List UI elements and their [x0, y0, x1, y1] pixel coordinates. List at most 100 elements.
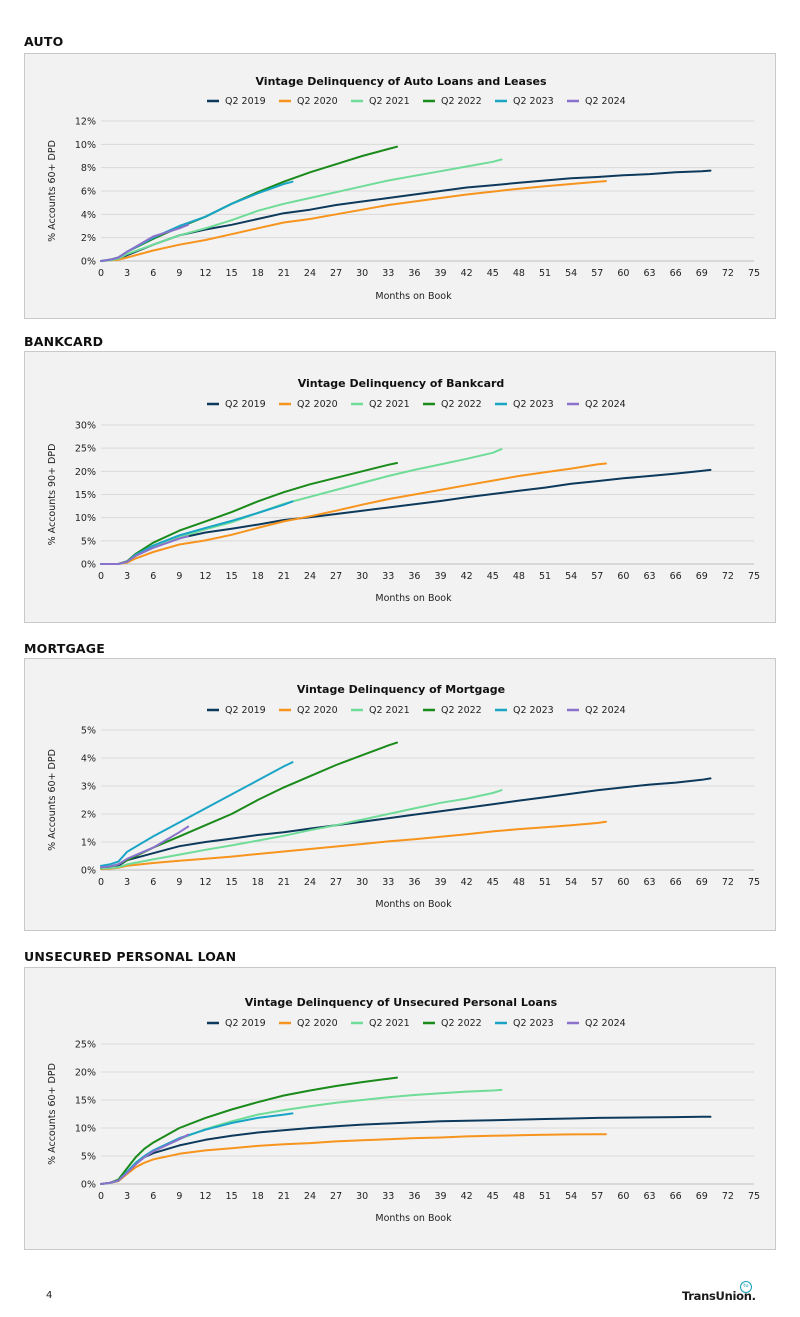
x-tick-label: 36: [408, 877, 420, 888]
x-axis-title: Months on Book: [375, 899, 452, 910]
x-tick-label: 12: [199, 877, 211, 888]
x-tick-label: 69: [696, 571, 708, 582]
legend-label: Q2 2024: [585, 705, 626, 716]
x-tick-label: 33: [382, 571, 394, 582]
x-tick-label: 12: [199, 571, 211, 582]
chart-panel-auto: Vintage Delinquency of Auto Loans and Le…: [24, 53, 776, 319]
x-tick-label: 39: [435, 1191, 447, 1202]
y-tick-label: 4%: [81, 210, 96, 221]
legend-item-q2-2021: Q2 2021: [351, 1018, 410, 1029]
y-tick-label: 20%: [75, 1068, 96, 1079]
x-tick-label: 3: [124, 268, 130, 279]
x-tick-label: 0: [98, 571, 104, 582]
y-tick-label: 5%: [81, 536, 96, 547]
x-tick-label: 51: [539, 877, 551, 888]
legend-label: Q2 2023: [513, 96, 554, 107]
legend-item-q2-2019: Q2 2019: [207, 96, 266, 107]
x-tick-label: 75: [748, 571, 760, 582]
legend-item-q2-2019: Q2 2019: [207, 705, 266, 716]
x-tick-label: 3: [124, 1191, 130, 1202]
legend-item-q2-2021: Q2 2021: [351, 705, 410, 716]
x-tick-label: 51: [539, 1191, 551, 1202]
chart-title: Vintage Delinquency of Unsecured Persona…: [245, 996, 558, 1009]
x-tick-label: 60: [617, 268, 629, 279]
chart-auto: Vintage Delinquency of Auto Loans and Le…: [47, 75, 760, 302]
legend-label: Q2 2021: [369, 705, 410, 716]
y-tick-label: 10%: [75, 140, 96, 151]
series-line-q2-2024: [100, 223, 190, 262]
x-tick-label: 9: [176, 1191, 182, 1202]
y-tick-label: 0%: [81, 257, 96, 268]
x-tick-label: 24: [304, 268, 316, 279]
x-tick-label: 39: [435, 268, 447, 279]
x-tick-label: 57: [591, 877, 603, 888]
x-tick-label: 54: [565, 1191, 577, 1202]
x-tick-label: 42: [461, 877, 473, 888]
x-tick-label: 36: [408, 571, 420, 582]
x-tick-label: 33: [382, 268, 394, 279]
x-tick-label: 21: [278, 571, 290, 582]
x-tick-label: 66: [670, 268, 682, 279]
x-tick-label: 3: [124, 877, 130, 888]
y-tick-label: 20%: [75, 467, 96, 478]
x-tick-label: 72: [722, 571, 734, 582]
x-tick-label: 69: [696, 877, 708, 888]
legend-item-q2-2022: Q2 2022: [423, 1018, 482, 1029]
legend-label: Q2 2020: [297, 1018, 338, 1029]
x-tick-label: 63: [643, 1191, 655, 1202]
series-line-q2-2022: [100, 145, 398, 262]
section-label-auto: AUTO: [24, 34, 64, 49]
chart-mortgage: Vintage Delinquency of Mortgage Q2 2019 Q2…: [47, 683, 760, 910]
x-tick-label: 15: [226, 877, 238, 888]
legend-label: Q2 2022: [441, 705, 482, 716]
legend-label: Q2 2024: [585, 1018, 626, 1029]
legend-item-q2-2024: Q2 2024: [567, 705, 626, 716]
page-number: 4: [46, 1290, 53, 1301]
x-tick-label: 45: [487, 268, 499, 279]
tu-badge-icon: tu: [740, 1281, 752, 1293]
chart-panel-unsecured-personal-loan: Vintage Delinquency of Unsecured Persona…: [24, 967, 776, 1250]
y-tick-label: 10%: [75, 513, 96, 524]
legend-label: Q2 2024: [585, 96, 626, 107]
legend-item-q2-2024: Q2 2024: [567, 399, 626, 410]
x-tick-label: 15: [226, 571, 238, 582]
y-tick-label: 15%: [75, 1096, 96, 1107]
series-line-q2-2024: [100, 1133, 190, 1185]
x-tick-label: 72: [722, 1191, 734, 1202]
series-line-q2-2020: [100, 1133, 607, 1185]
series-line-q2-2020: [100, 820, 607, 871]
legend-item-q2-2023: Q2 2023: [495, 1018, 554, 1029]
series-line-q2-2023: [100, 761, 294, 867]
x-tick-label: 54: [565, 877, 577, 888]
legend-item-q2-2020: Q2 2020: [279, 1018, 338, 1029]
x-tick-label: 57: [591, 268, 603, 279]
x-tick-label: 18: [252, 268, 264, 279]
x-tick-label: 6: [150, 877, 156, 888]
y-tick-label: 1%: [81, 838, 96, 849]
series-line-q2-2021: [100, 158, 503, 262]
x-tick-label: 21: [278, 268, 290, 279]
series-line-q2-2019: [100, 468, 712, 565]
chart-title: Vintage Delinquency of Auto Loans and Le…: [255, 75, 546, 88]
x-tick-label: 66: [670, 571, 682, 582]
x-tick-label: 51: [539, 571, 551, 582]
x-tick-label: 30: [356, 268, 368, 279]
chart-panel-bankcard: Vintage Delinquency of Bankcard Q2 2019 Q2…: [24, 351, 776, 623]
x-tick-label: 9: [176, 877, 182, 888]
y-axis-title: % Accounts 60+ DPD: [47, 749, 58, 851]
legend-item-q2-2022: Q2 2022: [423, 705, 482, 716]
x-tick-label: 0: [98, 268, 104, 279]
x-tick-label: 12: [199, 268, 211, 279]
x-tick-label: 3: [124, 571, 130, 582]
x-tick-label: 12: [199, 1191, 211, 1202]
series-line-q2-2023: [100, 1112, 294, 1185]
x-tick-label: 60: [617, 877, 629, 888]
y-tick-label: 2%: [81, 233, 96, 244]
x-tick-label: 0: [98, 877, 104, 888]
y-tick-label: 0%: [81, 866, 96, 877]
x-tick-label: 30: [356, 877, 368, 888]
series-line-q2-2024: [100, 535, 190, 565]
x-tick-label: 18: [252, 1191, 264, 1202]
x-tick-label: 54: [565, 571, 577, 582]
y-tick-label: 4%: [81, 754, 96, 765]
